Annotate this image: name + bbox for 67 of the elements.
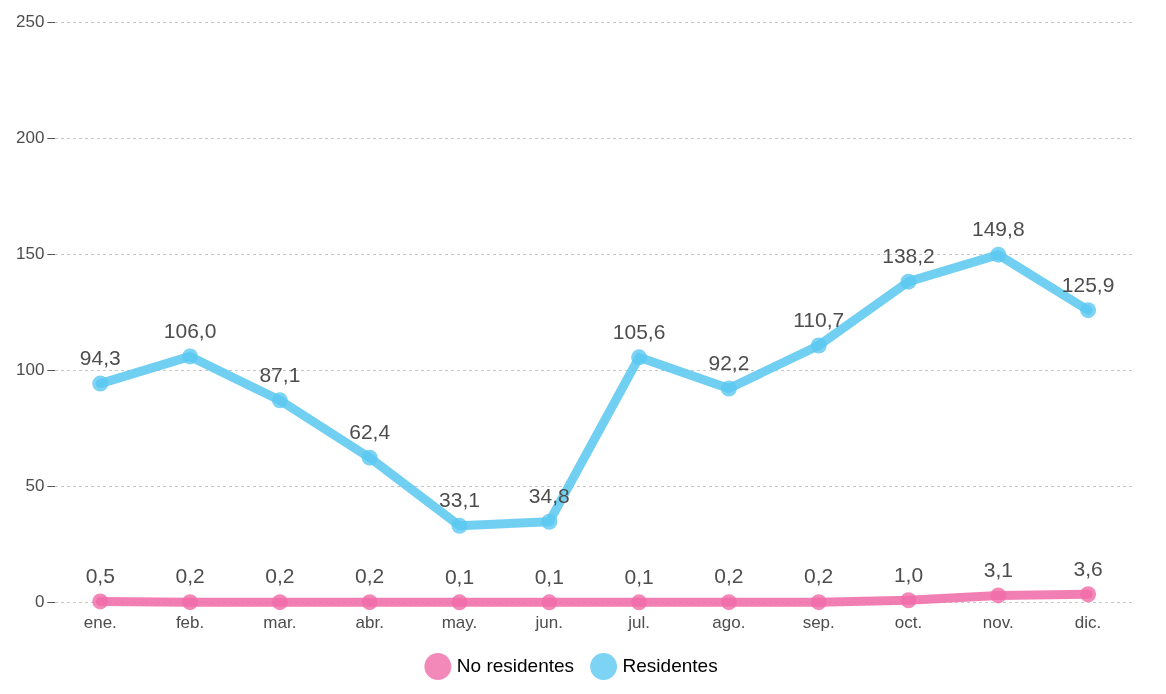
data-label: 0,1: [624, 564, 654, 588]
y-tick-label: 250: [15, 11, 45, 31]
point: [990, 587, 1007, 604]
x-tick-label: dic.: [1074, 613, 1102, 633]
data-label: 110,7: [793, 307, 845, 331]
x-tick-label: jun.: [534, 613, 563, 633]
point: [271, 594, 288, 611]
data-label: 0,2: [265, 564, 295, 588]
data-label: 94,3: [79, 345, 121, 369]
data-label: 62,4: [349, 419, 391, 443]
point: [900, 273, 917, 290]
point: [451, 594, 468, 611]
point: [451, 517, 468, 534]
point: [92, 593, 109, 610]
point: [361, 594, 378, 611]
point: [720, 380, 737, 397]
x-tick-label: ago.: [712, 613, 746, 633]
point: [361, 449, 378, 466]
point: [541, 594, 558, 611]
point: [810, 594, 827, 611]
y-tick-label: 0: [34, 592, 45, 612]
x-tick-label: oct.: [894, 613, 923, 633]
point: [900, 592, 917, 609]
point: [810, 337, 827, 354]
data-label: 105,6: [612, 319, 666, 343]
legend-label: Residentes: [622, 654, 718, 676]
data-label: 0,2: [175, 564, 205, 588]
point: [541, 513, 558, 530]
data-label: 149,8: [972, 217, 1025, 240]
x-tick-label: nov.: [982, 613, 1014, 633]
point: [182, 348, 199, 365]
data-label: 106,0: [163, 318, 217, 342]
data-label: 0,2: [714, 564, 744, 588]
data-label: 3,6: [1073, 556, 1103, 580]
data-label: 0,2: [804, 564, 834, 588]
y-tick-label: 50: [25, 476, 45, 496]
data-label: 0,1: [444, 564, 475, 588]
data-label: 0,5: [85, 563, 115, 587]
data-label: 87,1: [259, 362, 301, 386]
y-tick-label: 100: [15, 360, 45, 380]
legend-label: No residentes: [456, 654, 575, 676]
x-tick-label: ene.: [83, 613, 117, 633]
y-tick-label: 200: [15, 127, 45, 147]
x-tick-label: may.: [441, 613, 478, 633]
point: [990, 246, 1007, 263]
data-label: 1,0: [893, 562, 924, 586]
data-label: 33,1: [439, 488, 480, 512]
data-label: 0,2: [355, 564, 385, 588]
data-label: 0,1: [534, 564, 564, 588]
x-tick-label: abr.: [355, 613, 384, 633]
data-label: 125,9: [1061, 272, 1115, 296]
point: [92, 375, 109, 392]
point: [1080, 302, 1097, 319]
x-tick-label: feb.: [175, 613, 205, 633]
point: [720, 594, 737, 611]
point: [631, 594, 648, 611]
x-tick-label: sep.: [802, 613, 835, 633]
data-label: 3,1: [983, 557, 1013, 581]
point: [182, 594, 199, 611]
point: [631, 349, 648, 366]
y-tick-label: 150: [15, 243, 45, 263]
data-label: 138,2: [882, 243, 935, 267]
data-label: 92,2: [708, 350, 750, 374]
point: [271, 392, 288, 409]
x-tick-label: jul.: [627, 613, 650, 633]
point: [1080, 586, 1097, 603]
x-tick-label: mar.: [263, 613, 297, 633]
